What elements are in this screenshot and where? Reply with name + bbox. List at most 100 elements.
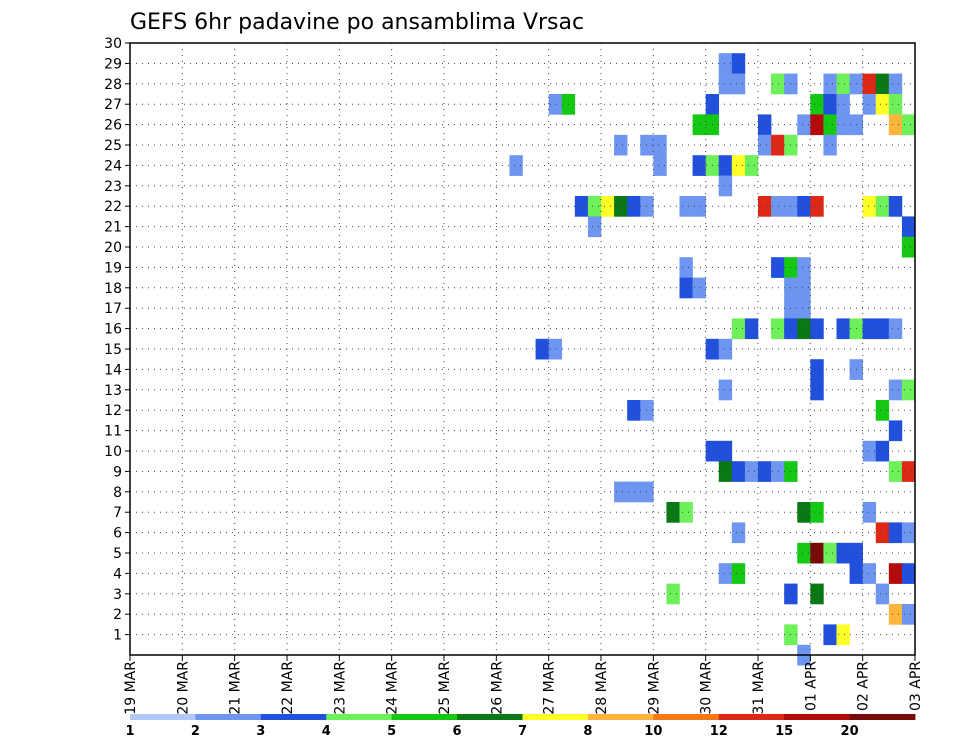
heatmap-cell [627,196,641,217]
heatmap-cell [627,400,641,421]
heatmap-cell [744,318,759,340]
heatmap-cell [901,522,916,544]
y-tick-label: 13 [104,383,122,399]
heatmap-cell [862,318,877,340]
heatmap-cell [888,73,903,95]
y-axis: 1234567891011121314151617181920212223242… [104,36,130,644]
heatmap-cell [875,440,890,462]
heatmap-cell [875,73,890,95]
y-tick-label: 18 [104,281,122,297]
heatmap-cell [862,94,877,115]
colorbar-segment [195,714,262,720]
heatmap-cell [692,114,706,136]
colorbar-label: 20 [841,724,859,739]
heatmap-cell [758,114,772,136]
heatmap-cell [692,196,706,217]
heatmap-cell [758,461,772,482]
colorbar-segment [849,714,916,720]
heatmap-cell [731,155,746,176]
heatmap-cell [888,94,903,115]
y-tick-label: 10 [104,444,122,460]
colorbar-label: 4 [322,724,331,739]
heatmap-cell [888,522,903,544]
heatmap-cell [679,196,693,217]
heatmap-cell [810,196,824,217]
heatmap-cell [810,379,824,401]
heatmap-cell [692,155,706,176]
x-tick-label: 26 MAR [489,661,505,715]
colorbar-segment [457,714,523,720]
heatmap-cell [731,522,746,544]
y-tick-label: 29 [104,56,122,72]
y-tick-label: 20 [104,240,122,256]
heatmap-cell [797,542,811,564]
heatmap-cell [797,196,811,217]
heatmap-cell [718,73,733,95]
heatmap-cell [692,277,706,299]
heatmap-cell [862,196,877,217]
colorbar-label: 6 [453,724,462,739]
heatmap-cell [535,338,549,360]
heatmap-cell [901,114,916,136]
heatmap-cell [718,53,733,74]
heatmap-cell [875,318,890,340]
y-tick-label: 1 [113,628,122,644]
colorbar-segment [587,714,654,720]
heatmap-cell [901,604,916,625]
heatmap-cell [627,481,641,503]
y-tick-label: 24 [104,158,122,174]
y-tick-label: 3 [113,587,122,603]
x-tick-label: 21 MAR [228,661,244,715]
heatmap-cell [888,114,903,136]
colorbar-segment [718,714,785,720]
x-tick-label: 23 MAR [332,661,348,715]
heatmap-cell [548,94,563,115]
heatmap-cell [653,155,667,176]
heatmap-cell [653,134,667,156]
heatmap-cell [614,134,628,156]
heatmap-cell [614,196,628,217]
x-tick-label: 28 MAR [594,661,610,715]
heatmap-cell [810,502,824,523]
heatmap-cell [836,114,850,136]
y-tick-label: 16 [104,322,122,338]
heatmap-cell [731,53,746,74]
heatmap-cell [810,583,824,605]
heatmap-cell [836,318,850,340]
y-tick-label: 8 [113,485,122,501]
heatmap-cell [574,196,589,217]
heatmap-cell [771,257,785,278]
heatmap-cell [718,440,733,462]
y-tick-label: 17 [104,301,122,317]
heatmap-cell [823,542,837,564]
heatmap-cell [875,583,890,605]
heatmap-cell [823,114,837,136]
heatmap-cell [888,461,903,482]
colorbar-segment [784,714,850,720]
heatmap-cell [718,563,733,584]
heatmap-cell [797,114,811,136]
x-tick-label: 01 APR [803,661,819,711]
y-tick-label: 27 [104,97,122,113]
colorbar-label: 7 [518,724,527,739]
y-tick-label: 23 [104,179,122,195]
colorbar-segment [326,714,393,720]
y-tick-label: 22 [104,199,122,215]
heatmap-cell [810,318,824,340]
heatmap-cell [744,461,759,482]
colorbar-label: 15 [775,724,793,739]
heatmap-cell [823,73,837,95]
heatmap-cell [797,318,811,340]
heatmap-cell [901,216,916,238]
x-axis: 19 MAR 20 MAR 21 MAR 22 MAR 23 MAR 24 MAR 25 M… [123,655,924,715]
colorbar-label: 12 [710,724,728,739]
heatmap-cell [718,155,733,176]
y-tick-label: 25 [104,138,122,154]
heatmap-cell [836,73,850,95]
colorbar-label: 10 [644,724,662,739]
heatmap-cell [888,379,903,401]
x-tick-label: 20 MAR [175,661,191,715]
x-tick-label: 29 MAR [646,661,662,715]
heatmap-cell [601,196,615,217]
heatmap-cell [731,461,746,482]
